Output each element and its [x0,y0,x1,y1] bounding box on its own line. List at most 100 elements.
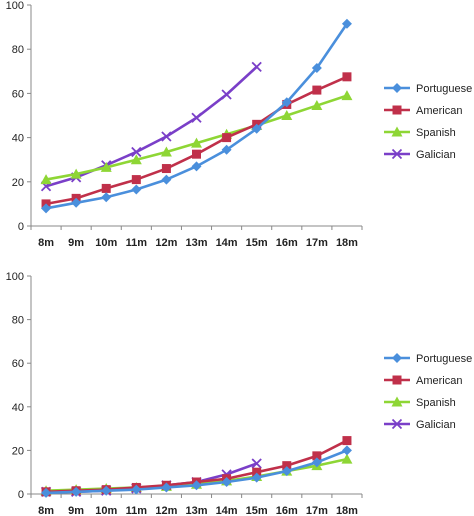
legend-marker [392,375,402,385]
series-line-galician [45,65,258,188]
y-tick-label: 60 [12,88,24,100]
y-tick-label: 80 [12,315,24,327]
legend-marker [392,83,402,93]
legend-label: Galician [416,149,456,161]
data-point-portuguese [341,445,352,456]
x-tick-label: 18m [336,505,358,516]
data-point-spanish [130,154,142,165]
data-point-portuguese [161,174,172,185]
data-point-american [101,183,111,193]
data-point-spanish [70,168,82,179]
legend-item-american: American [384,105,462,117]
x-tick-label: 15m [246,237,268,249]
x-tick-label: 18m [336,237,358,249]
x-tick-label: 12m [155,237,177,249]
data-point-portuguese [71,197,82,208]
data-point-spanish [311,100,323,111]
data-point-portuguese [281,97,292,108]
data-point-spanish [100,161,112,172]
data-point-american [161,164,171,174]
legend-label: Portuguese [416,83,472,95]
x-tick-label: 8m [38,505,54,516]
data-point-portuguese [101,485,112,496]
bottom-chart: 0 20 40 60 80 100 8m 9m 10m 11m 12m 13m 14m 15m 16m 17m… [6,271,473,516]
x-tick-label: 16m [276,237,298,249]
legend-marker [391,148,403,160]
legend-item-spanish: Spanish [384,126,456,139]
y-tick-label: 20 [12,177,24,189]
top-chart: 0 20 40 60 80 100 8m 9m 10m 11m 12m 13m 14m 15m 16m 17m… [6,0,473,249]
y-tick-label: 40 [12,133,24,145]
y-tick-label: 20 [12,445,24,457]
data-point-spanish [341,453,353,464]
data-point-portuguese [221,477,232,488]
legend-label: American [416,375,462,387]
data-point-portuguese [311,457,322,468]
series-galician [40,61,262,192]
data-point-american [342,72,352,82]
legend-label: Galician [416,419,456,431]
data-point-galician [251,458,262,469]
data-point-galician [191,112,202,123]
legend-item-portuguese: Portuguese [384,83,472,95]
data-point-spanish [191,137,202,148]
data-point-portuguese [251,472,262,483]
data-point-galician [251,61,262,73]
y-tick-label: 60 [12,358,24,370]
data-point-portuguese [101,192,112,203]
data-point-portuguese [311,62,322,73]
series-portuguese [41,445,352,498]
y-tick-label: 100 [6,271,24,283]
data-point-spanish [40,174,52,185]
legend-label: Portuguese [416,353,472,365]
data-point-galician [221,89,232,100]
series-spanish [40,90,353,185]
data-point-american [312,451,322,461]
data-point-portuguese [221,144,232,155]
y-tick-label: 40 [12,402,24,414]
series-line-portuguese [45,23,349,210]
x-tick-label: 13m [185,505,207,516]
data-point-galician [161,131,172,142]
data-point-american [222,133,232,143]
x-tick-label: 11m [126,237,148,249]
data-point-spanish [341,90,353,101]
data-point-portuguese [251,123,262,134]
data-point-portuguese [161,482,172,493]
x-tick-label: 11m [126,505,148,516]
data-point-spanish [281,110,293,120]
x-tick-label: 10m [95,505,117,516]
legend-label: American [416,105,462,117]
data-point-american [342,436,352,446]
data-point-portuguese [281,466,292,477]
legend-marker [392,353,402,363]
legend-marker [391,126,403,137]
data-point-portuguese [191,161,202,172]
x-tick-label: 14m [216,505,238,516]
x-tick-label: 12m [155,505,177,516]
x-tick-label: 16m [276,505,298,516]
data-point-american [282,461,292,471]
x-tick-label: 9m [68,237,84,249]
legend-item-portuguese: Portuguese [384,353,472,365]
x-tick-label: 17m [306,237,328,249]
data-point-american [312,85,322,95]
data-point-portuguese [71,486,82,497]
legend-marker [391,418,403,430]
data-point-portuguese [41,203,52,214]
data-point-portuguese [131,484,142,495]
data-point-portuguese [341,18,352,29]
y-tick-label: 0 [18,221,24,233]
x-tick-label: 17m [306,505,328,516]
x-tick-label: 14m [216,237,238,249]
x-tick-label: 8m [38,237,54,249]
legend-item-galician: Galician [384,148,456,161]
data-point-american [131,175,141,185]
legend-item-galician: Galician [384,418,456,431]
data-point-portuguese [191,480,202,491]
y-tick-label: 80 [12,44,24,56]
y-tick-label: 0 [18,489,24,501]
legend-item-spanish: Spanish [384,396,456,409]
y-tick-label: 100 [6,0,24,12]
